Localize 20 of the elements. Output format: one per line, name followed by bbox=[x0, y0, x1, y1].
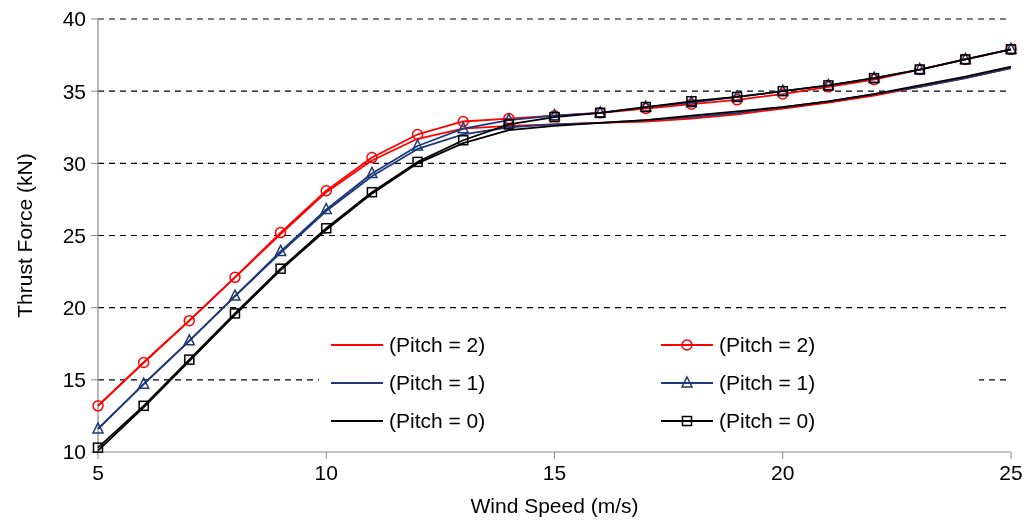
x-tick-label: 5 bbox=[92, 461, 104, 484]
x-tick-label: 10 bbox=[314, 461, 338, 484]
y-tick-label: 30 bbox=[62, 151, 86, 175]
y-tick-label: 35 bbox=[62, 79, 86, 103]
y-tick-label: 15 bbox=[62, 368, 86, 392]
x-tick-label: 20 bbox=[771, 461, 795, 484]
y-tick-label: 40 bbox=[62, 7, 86, 31]
legend-label: (Pitch = 2) bbox=[389, 333, 486, 357]
y-tick-label: 20 bbox=[62, 296, 86, 320]
y-axis-title: Thrust Force (kN) bbox=[13, 153, 36, 318]
x-tick-label: 15 bbox=[542, 461, 567, 484]
x-tick-label: 25 bbox=[999, 461, 1023, 484]
legend-label: (Pitch = 2) bbox=[719, 333, 816, 357]
legend-label: (Pitch = 0) bbox=[719, 409, 816, 433]
legend-label: (Pitch = 0) bbox=[389, 409, 486, 433]
legend-label: (Pitch = 1) bbox=[389, 371, 486, 395]
y-tick-label: 25 bbox=[62, 223, 86, 247]
x-axis-title: Wind Speed (m/s) bbox=[470, 494, 639, 517]
legend-label: (Pitch = 1) bbox=[719, 371, 816, 395]
y-tick-label: 10 bbox=[62, 440, 86, 464]
